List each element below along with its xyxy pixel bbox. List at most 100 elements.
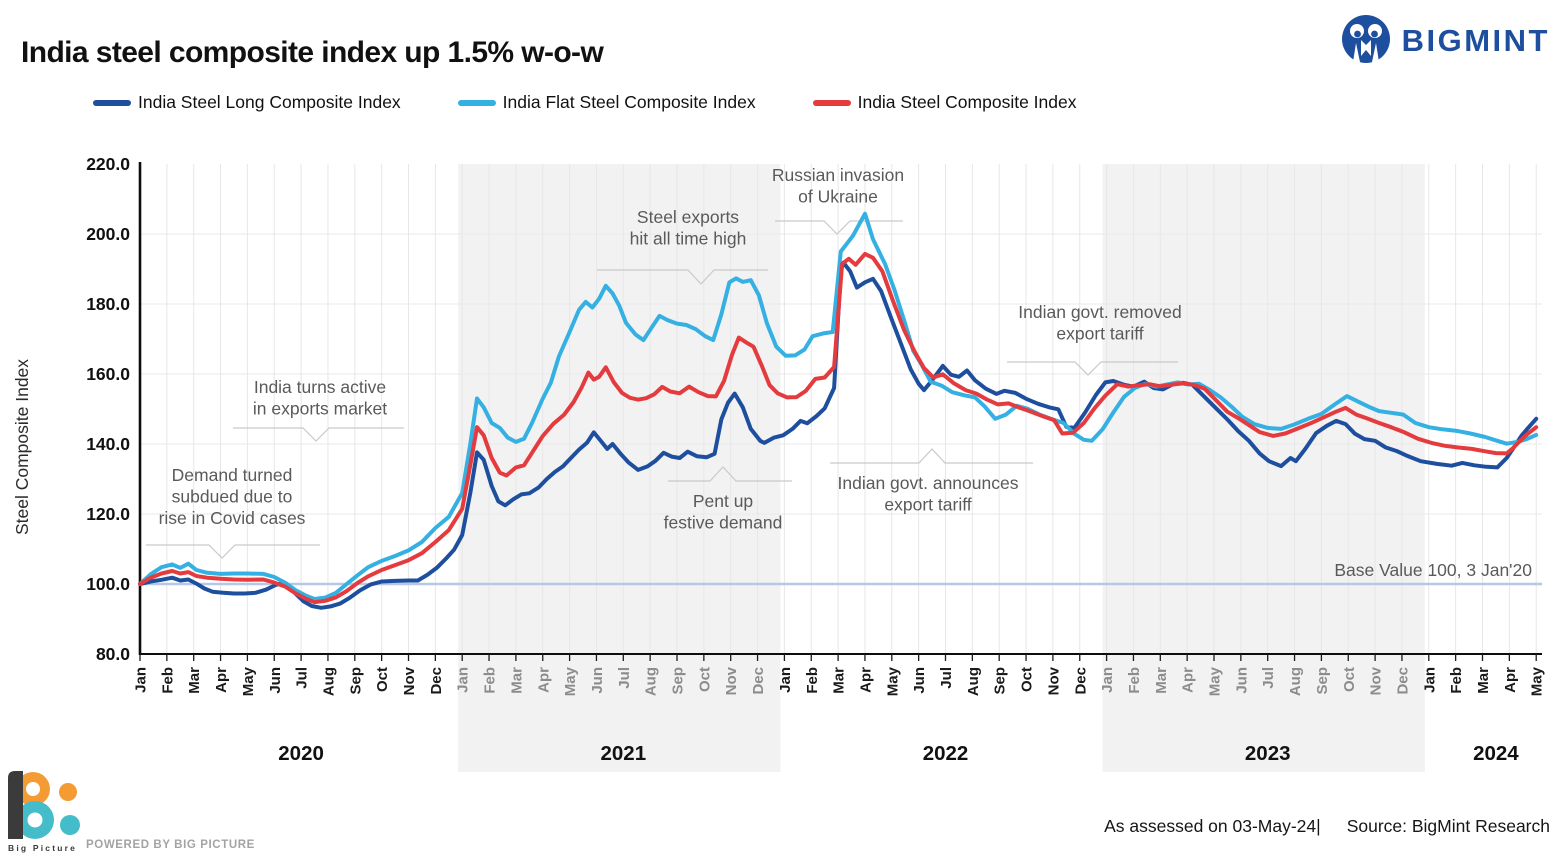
year-label-2020: 2020 (278, 742, 324, 765)
x-tick-label: Oct (1019, 667, 1036, 692)
annotation-callout-removed-tariff (1007, 361, 1178, 376)
x-tick-label: Feb (1448, 667, 1465, 694)
x-tick-label: Aug (643, 667, 660, 696)
year-label-2023: 2023 (1245, 742, 1291, 765)
annotation-exports-market: India turns active in exports market (253, 377, 387, 419)
x-tick-label: May (240, 666, 257, 696)
x-tick-label: Sep (1314, 667, 1331, 695)
x-tick-label: Aug (321, 667, 338, 696)
annotation-announce-tariff: Indian govt. announces export tariff (838, 473, 1019, 515)
base-value-label: Base Value 100, 3 Jan'20 (1334, 560, 1532, 580)
annotation-callout-exports-high (597, 269, 768, 285)
legend-swatch-long-index (93, 99, 131, 106)
x-tick-label: Apr (1502, 667, 1519, 693)
x-tick-label: Apr (1180, 667, 1197, 693)
x-tick-label: Dec (1395, 667, 1412, 695)
year-label-2022: 2022 (923, 742, 969, 765)
x-tick-label: Oct (1341, 667, 1358, 692)
legend-item-composite-index: India Steel Composite Index (812, 92, 1076, 113)
big-picture-logo-icon (8, 771, 80, 839)
annotation-exports-high: Steel exports hit all time high (630, 207, 747, 249)
legend-item-flat-index: India Flat Steel Composite Index (457, 92, 756, 113)
chart-legend: India Steel Long Composite Index India F… (93, 92, 1076, 113)
x-tick-label: Mar (1153, 667, 1170, 694)
x-tick-label: Jul (294, 667, 311, 689)
x-tick-label: Nov (723, 666, 740, 695)
x-tick-label: Apr (858, 667, 875, 693)
x-tick-label: May (1529, 666, 1546, 696)
x-tick-label: Nov (1368, 666, 1385, 695)
x-tick-label: Apr (535, 667, 552, 693)
annotation-russia: Russian invasion of Ukraine (772, 165, 904, 207)
y-tick-label: 120.0 (86, 504, 130, 524)
x-tick-label: May (884, 666, 901, 696)
x-tick-label: Aug (1287, 667, 1304, 696)
source-label: Source: BigMint Research (1346, 816, 1550, 836)
x-tick-label: Apr (213, 667, 230, 693)
bigmint-logo-text: BIGMINT (1401, 23, 1550, 58)
annotation-removed-tariff: Indian govt. removed export tariff (1018, 302, 1181, 344)
year-band-2023 (1102, 164, 1425, 772)
x-tick-label: Nov (1045, 666, 1062, 695)
x-tick-label: Dec (750, 667, 767, 695)
y-tick-label: 180.0 (86, 294, 130, 314)
x-tick-label: Sep (670, 667, 687, 695)
y-tick-label: 200.0 (86, 224, 130, 244)
x-tick-label: Jun (1233, 667, 1250, 694)
x-tick-label: Jun (911, 667, 928, 694)
x-tick-label: Oct (374, 667, 391, 692)
series-line-india-flat-steel-composite-index (138, 211, 1539, 601)
x-tick-label: Sep (347, 667, 364, 695)
x-tick-label: Jan (455, 667, 472, 693)
x-tick-label: Jan (1099, 667, 1116, 693)
x-tick-label: Dec (428, 667, 445, 695)
x-tick-label: Nov (401, 666, 418, 695)
x-tick-label: Feb (482, 667, 499, 694)
year-label-2024: 2024 (1473, 742, 1519, 765)
x-tick-label: May (562, 666, 579, 696)
series-line-india-steel-long-composite-index (138, 260, 1539, 610)
y-tick-label: 100.0 (86, 574, 130, 594)
x-tick-label: Jul (1260, 667, 1277, 689)
y-tick-label: 140.0 (86, 434, 130, 454)
y-axis-title: Steel Composite Index (12, 359, 32, 535)
annotation-pent-up: Pent up festive demand (664, 491, 783, 533)
x-tick-label: Jul (938, 667, 955, 689)
x-tick-label: May (1207, 666, 1224, 696)
series-line-india-steel-composite-index (138, 251, 1539, 605)
annotation-covid: Demand turned subdued due to rise in Covid… (159, 465, 306, 528)
legend-item-long-index: India Steel Long Composite Index (93, 92, 401, 113)
x-tick-label: Feb (1126, 667, 1143, 694)
y-tick-label: 80.0 (96, 644, 130, 664)
annotation-callout-covid (146, 544, 320, 559)
bigmint-logo: BIGMINT (1339, 12, 1550, 70)
x-tick-label: Dec (1072, 667, 1089, 695)
assessed-date-label: As assessed on 03-May-24| (1104, 816, 1321, 836)
annotation-callout-exports-market (233, 427, 404, 442)
x-tick-label: Jan (777, 667, 794, 693)
annotation-callout-pent-up (668, 466, 792, 482)
x-tick-label: Jan (133, 667, 150, 693)
x-tick-label: Mar (1475, 667, 1492, 694)
x-tick-label: Jun (589, 667, 606, 694)
x-tick-label: Jan (1421, 667, 1438, 693)
page-title: India steel composite index up 1.5% w-o-… (21, 36, 604, 69)
x-tick-label: Mar (508, 667, 525, 694)
footer-attribution: As assessed on 03-May-24| Source: BigMin… (1104, 816, 1550, 837)
x-tick-label: Aug (965, 667, 982, 696)
annotation-callout-russia (775, 220, 903, 235)
x-tick-label: Mar (831, 667, 848, 694)
x-tick-label: Jun (267, 667, 284, 694)
powered-by-label: POWERED BY BIG PICTURE (86, 839, 255, 851)
x-tick-label: Sep (992, 667, 1009, 695)
x-tick-label: Oct (696, 667, 713, 692)
bigmint-logo-icon (1341, 15, 1390, 63)
x-tick-label: Jul (616, 667, 633, 689)
year-label-2021: 2021 (600, 742, 646, 765)
x-tick-label: Feb (804, 667, 821, 694)
x-tick-label: Mar (186, 667, 203, 694)
y-tick-label: 160.0 (86, 364, 130, 384)
y-tick-label: 220.0 (86, 154, 130, 174)
legend-swatch-composite-index (812, 99, 851, 106)
